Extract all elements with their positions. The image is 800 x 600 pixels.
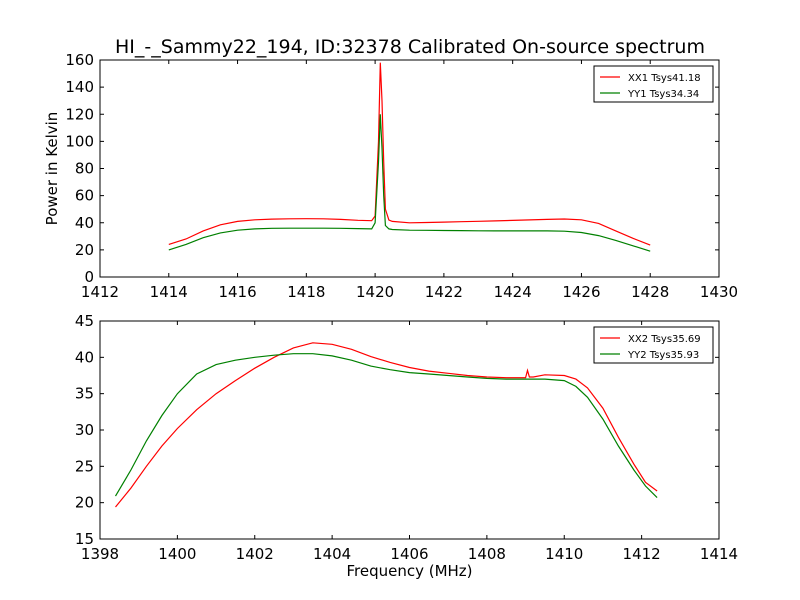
legend: XX1 Tsys41.18 YY1 Tsys34.34	[593, 65, 714, 103]
y-tick-label: 15	[75, 530, 94, 548]
legend-label: YY2 Tsys35.93	[627, 350, 699, 361]
x-tick-label: 1408	[468, 545, 506, 563]
x-axis-label: Frequency (MHz)	[346, 562, 472, 580]
x-tick-label: 1426	[562, 283, 600, 301]
legend-label: XX1 Tsys41.18	[628, 73, 701, 84]
y-tick-label: 140	[65, 78, 94, 96]
series-line-0-1	[168, 114, 651, 252]
y-tick-label: 60	[75, 187, 94, 205]
series-line-1-0	[115, 342, 658, 508]
top-spectrum-panel: 1412 1414 1416 1418 1420 1422 1424 1426 1428 1430…	[43, 51, 738, 301]
x-tick-label: 1430	[700, 283, 738, 301]
y-tick-label: 45	[75, 312, 94, 330]
x-tick-label: 1428	[631, 283, 669, 301]
y-tick-label: 100	[65, 132, 94, 150]
y-tick-label: 35	[75, 385, 94, 403]
x-tick-label: 1402	[236, 545, 274, 563]
chart-title: HI_-_Sammy22_194, ID:32378 Calibrated On…	[115, 36, 705, 58]
legend: XX2 Tsys35.69 YY2 Tsys35.93	[593, 326, 714, 364]
x-tick-label: 1406	[390, 545, 428, 563]
y-axis-label: Power in Kelvin	[43, 112, 61, 226]
x-tick-label: 1422	[425, 283, 463, 301]
y-tick-label: 0	[84, 268, 94, 286]
x-tick-label: 1412	[623, 545, 661, 563]
y-tick-label: 80	[75, 160, 94, 178]
x-tick-label: 1414	[700, 545, 738, 563]
legend-label: YY1 Tsys34.34	[627, 89, 699, 100]
x-tick-label: 1416	[218, 283, 256, 301]
x-tick-label: 1398	[81, 545, 119, 563]
series-line-0-0	[168, 62, 651, 246]
x-tick-label: 1414	[150, 283, 188, 301]
x-tick-label: 1410	[545, 545, 583, 563]
y-tick-label: 20	[75, 241, 94, 259]
y-tick-label: 25	[75, 457, 94, 475]
series-line-1-1	[114, 353, 658, 499]
x-tick-label: 1412	[81, 283, 119, 301]
y-tick-label: 40	[75, 348, 94, 366]
legend-box	[593, 326, 714, 364]
y-tick-label: 40	[75, 214, 94, 232]
x-tick-label: 1418	[287, 283, 325, 301]
x-tick-label: 1400	[158, 545, 196, 563]
y-tick-label: 30	[75, 421, 94, 439]
legend-box	[593, 65, 714, 103]
x-tick-label: 1424	[494, 283, 532, 301]
bottom-spectrum-panel: 1398 1400 1402 1404 1406 1408 1410 1412 1414 15 20…	[75, 312, 738, 580]
y-tick-label: 160	[65, 51, 94, 69]
x-tick-label: 1404	[313, 545, 351, 563]
y-tick-label: 20	[75, 494, 94, 512]
x-tick-label: 1420	[356, 283, 394, 301]
legend-label: XX2 Tsys35.69	[628, 334, 701, 345]
y-tick-label: 120	[65, 105, 94, 123]
